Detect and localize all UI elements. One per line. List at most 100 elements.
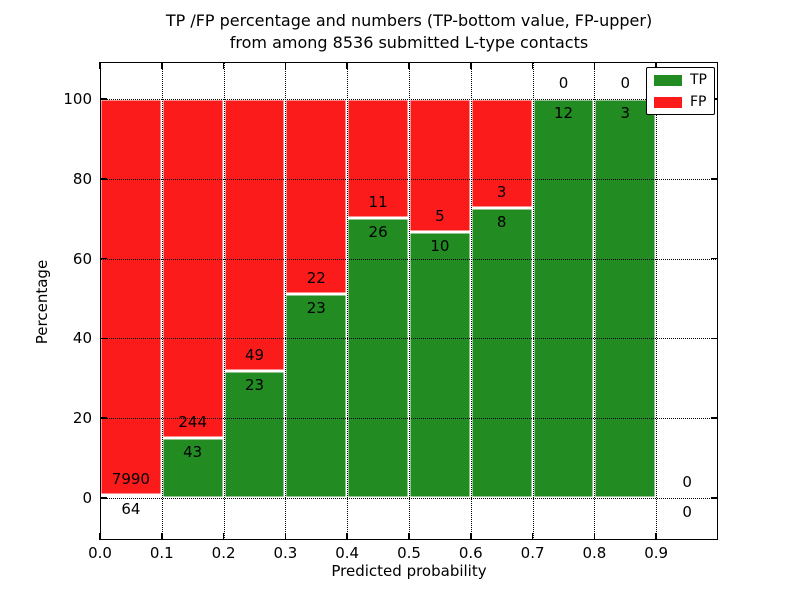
x-tick-mark-bottom <box>346 533 348 540</box>
y-tick-mark-right <box>711 417 718 419</box>
y-tick-mark-left <box>100 257 107 260</box>
bar-segment-fp <box>347 99 409 218</box>
tp-count-label: 23 <box>244 375 265 394</box>
bar-segment-fp <box>409 99 471 232</box>
fp-count-label: 11 <box>368 192 388 211</box>
vertical-gridline <box>161 62 163 540</box>
x-tick-mark-top <box>470 62 472 69</box>
y-tick-mark-right <box>711 337 718 340</box>
legend-entry-fp: FP <box>654 95 707 109</box>
bar-segment-fp <box>161 99 224 439</box>
x-tick-mark-bottom <box>284 533 287 540</box>
y-tick-mark-left <box>100 337 107 340</box>
vertical-gridline <box>532 62 534 540</box>
x-tick-label: 0.4 <box>335 544 360 562</box>
bar-segment-tp <box>409 231 471 498</box>
tp-count-label: 12 <box>553 104 574 122</box>
x-tick-label: 0.6 <box>458 544 483 562</box>
fp-count-label: 3 <box>496 182 507 201</box>
bar-segment-fp <box>223 99 286 371</box>
bar-segment-tp <box>470 207 533 498</box>
vertical-gridline <box>223 62 225 540</box>
tp-count-label: 0 <box>682 503 692 521</box>
x-tick-label: 0.3 <box>273 544 298 562</box>
tp-count-label: 64 <box>121 499 141 518</box>
vertical-gridline <box>470 62 472 540</box>
y-tick-mark-left <box>100 417 107 419</box>
x-tick-mark-top <box>346 62 348 69</box>
x-tick-mark-bottom <box>222 533 225 540</box>
y-axis-label: Percentage <box>33 259 51 345</box>
x-tick-mark-bottom <box>408 533 410 540</box>
fp-color-swatch <box>654 96 682 108</box>
x-tick-mark-top <box>593 62 596 69</box>
tp-count-label: 26 <box>368 222 388 241</box>
y-tick-mark-right <box>711 497 718 499</box>
y-tick-label: 60 <box>72 249 92 268</box>
tp-count-label: 43 <box>183 443 203 462</box>
bar-segment-tp <box>223 370 286 498</box>
plot-area: 7990 64 244 43 49 23 22 23 11 26 5 10 3 8 0 12 0 3 0 0 <box>99 62 718 540</box>
x-tick-mark-top <box>222 62 225 69</box>
y-tick-mark-right <box>711 257 718 260</box>
legend: TP FP <box>646 67 715 115</box>
x-tick-mark-top <box>655 62 657 69</box>
tp-count-label: 8 <box>496 212 507 231</box>
x-tick-mark-bottom <box>593 533 596 540</box>
legend-entry-tp: TP <box>654 73 707 87</box>
x-tick-label: 0.7 <box>520 544 545 562</box>
y-tick-mark-left <box>100 98 107 100</box>
x-tick-label: 0.9 <box>644 544 669 562</box>
bar-segment-fp <box>470 99 533 208</box>
tp-count-label: 23 <box>306 299 326 318</box>
x-tick-label: 0.2 <box>211 544 236 562</box>
x-tick-mark-bottom <box>161 533 163 540</box>
bar-segment-tp <box>100 494 162 498</box>
y-tick-label: 20 <box>72 409 92 428</box>
tp-count-label: 3 <box>620 104 631 122</box>
y-tick-label: 40 <box>72 329 92 348</box>
x-tick-label: 0.0 <box>88 544 112 562</box>
x-tick-mark-top <box>161 62 163 69</box>
x-tick-mark-top <box>284 62 287 69</box>
fp-count-label: 0 <box>558 74 569 92</box>
x-tick-mark-bottom <box>531 533 534 540</box>
x-tick-mark-bottom <box>99 533 101 540</box>
chart-subtitle: from among 8536 submitted L-type contact… <box>229 33 589 52</box>
bar-segment-tp <box>285 294 348 498</box>
vertical-gridline <box>285 62 287 540</box>
y-tick-mark-left <box>100 497 107 499</box>
x-tick-mark-top <box>408 62 410 69</box>
x-tick-mark-top <box>531 62 534 69</box>
bar-segment-tp <box>347 217 409 498</box>
fp-count-label: 244 <box>178 413 208 432</box>
fp-count-label: 0 <box>682 473 692 491</box>
x-tick-mark-top <box>99 62 101 69</box>
fp-count-label: 0 <box>620 74 631 92</box>
y-tick-label: 0 <box>82 489 92 507</box>
x-tick-label: 0.8 <box>582 544 607 562</box>
x-tick-label: 0.5 <box>397 544 421 562</box>
tp-color-swatch <box>654 74 682 86</box>
vertical-gridline <box>347 62 349 540</box>
y-tick-mark-right <box>711 178 718 180</box>
bar-segment-tp <box>532 99 595 498</box>
y-tick-label: 80 <box>72 169 92 188</box>
bar-segment-fp <box>285 99 348 295</box>
y-tick-label: 100 <box>63 90 92 108</box>
legend-label-tp: TP <box>690 72 707 88</box>
x-axis-label: Predicted probability <box>331 562 487 580</box>
x-tick-mark-bottom <box>655 533 657 540</box>
vertical-gridline <box>409 62 410 540</box>
bar-segment-fp <box>100 99 162 495</box>
legend-label-fp: FP <box>690 94 707 110</box>
tp-count-label: 10 <box>430 236 450 255</box>
fp-count-label: 7990 <box>111 469 150 488</box>
x-tick-label: 0.1 <box>149 544 174 562</box>
vertical-gridline <box>656 62 658 540</box>
y-tick-mark-left <box>100 178 107 180</box>
fp-count-label: 5 <box>435 206 445 225</box>
x-tick-mark-bottom <box>470 533 472 540</box>
bar-segment-tp <box>161 438 224 498</box>
